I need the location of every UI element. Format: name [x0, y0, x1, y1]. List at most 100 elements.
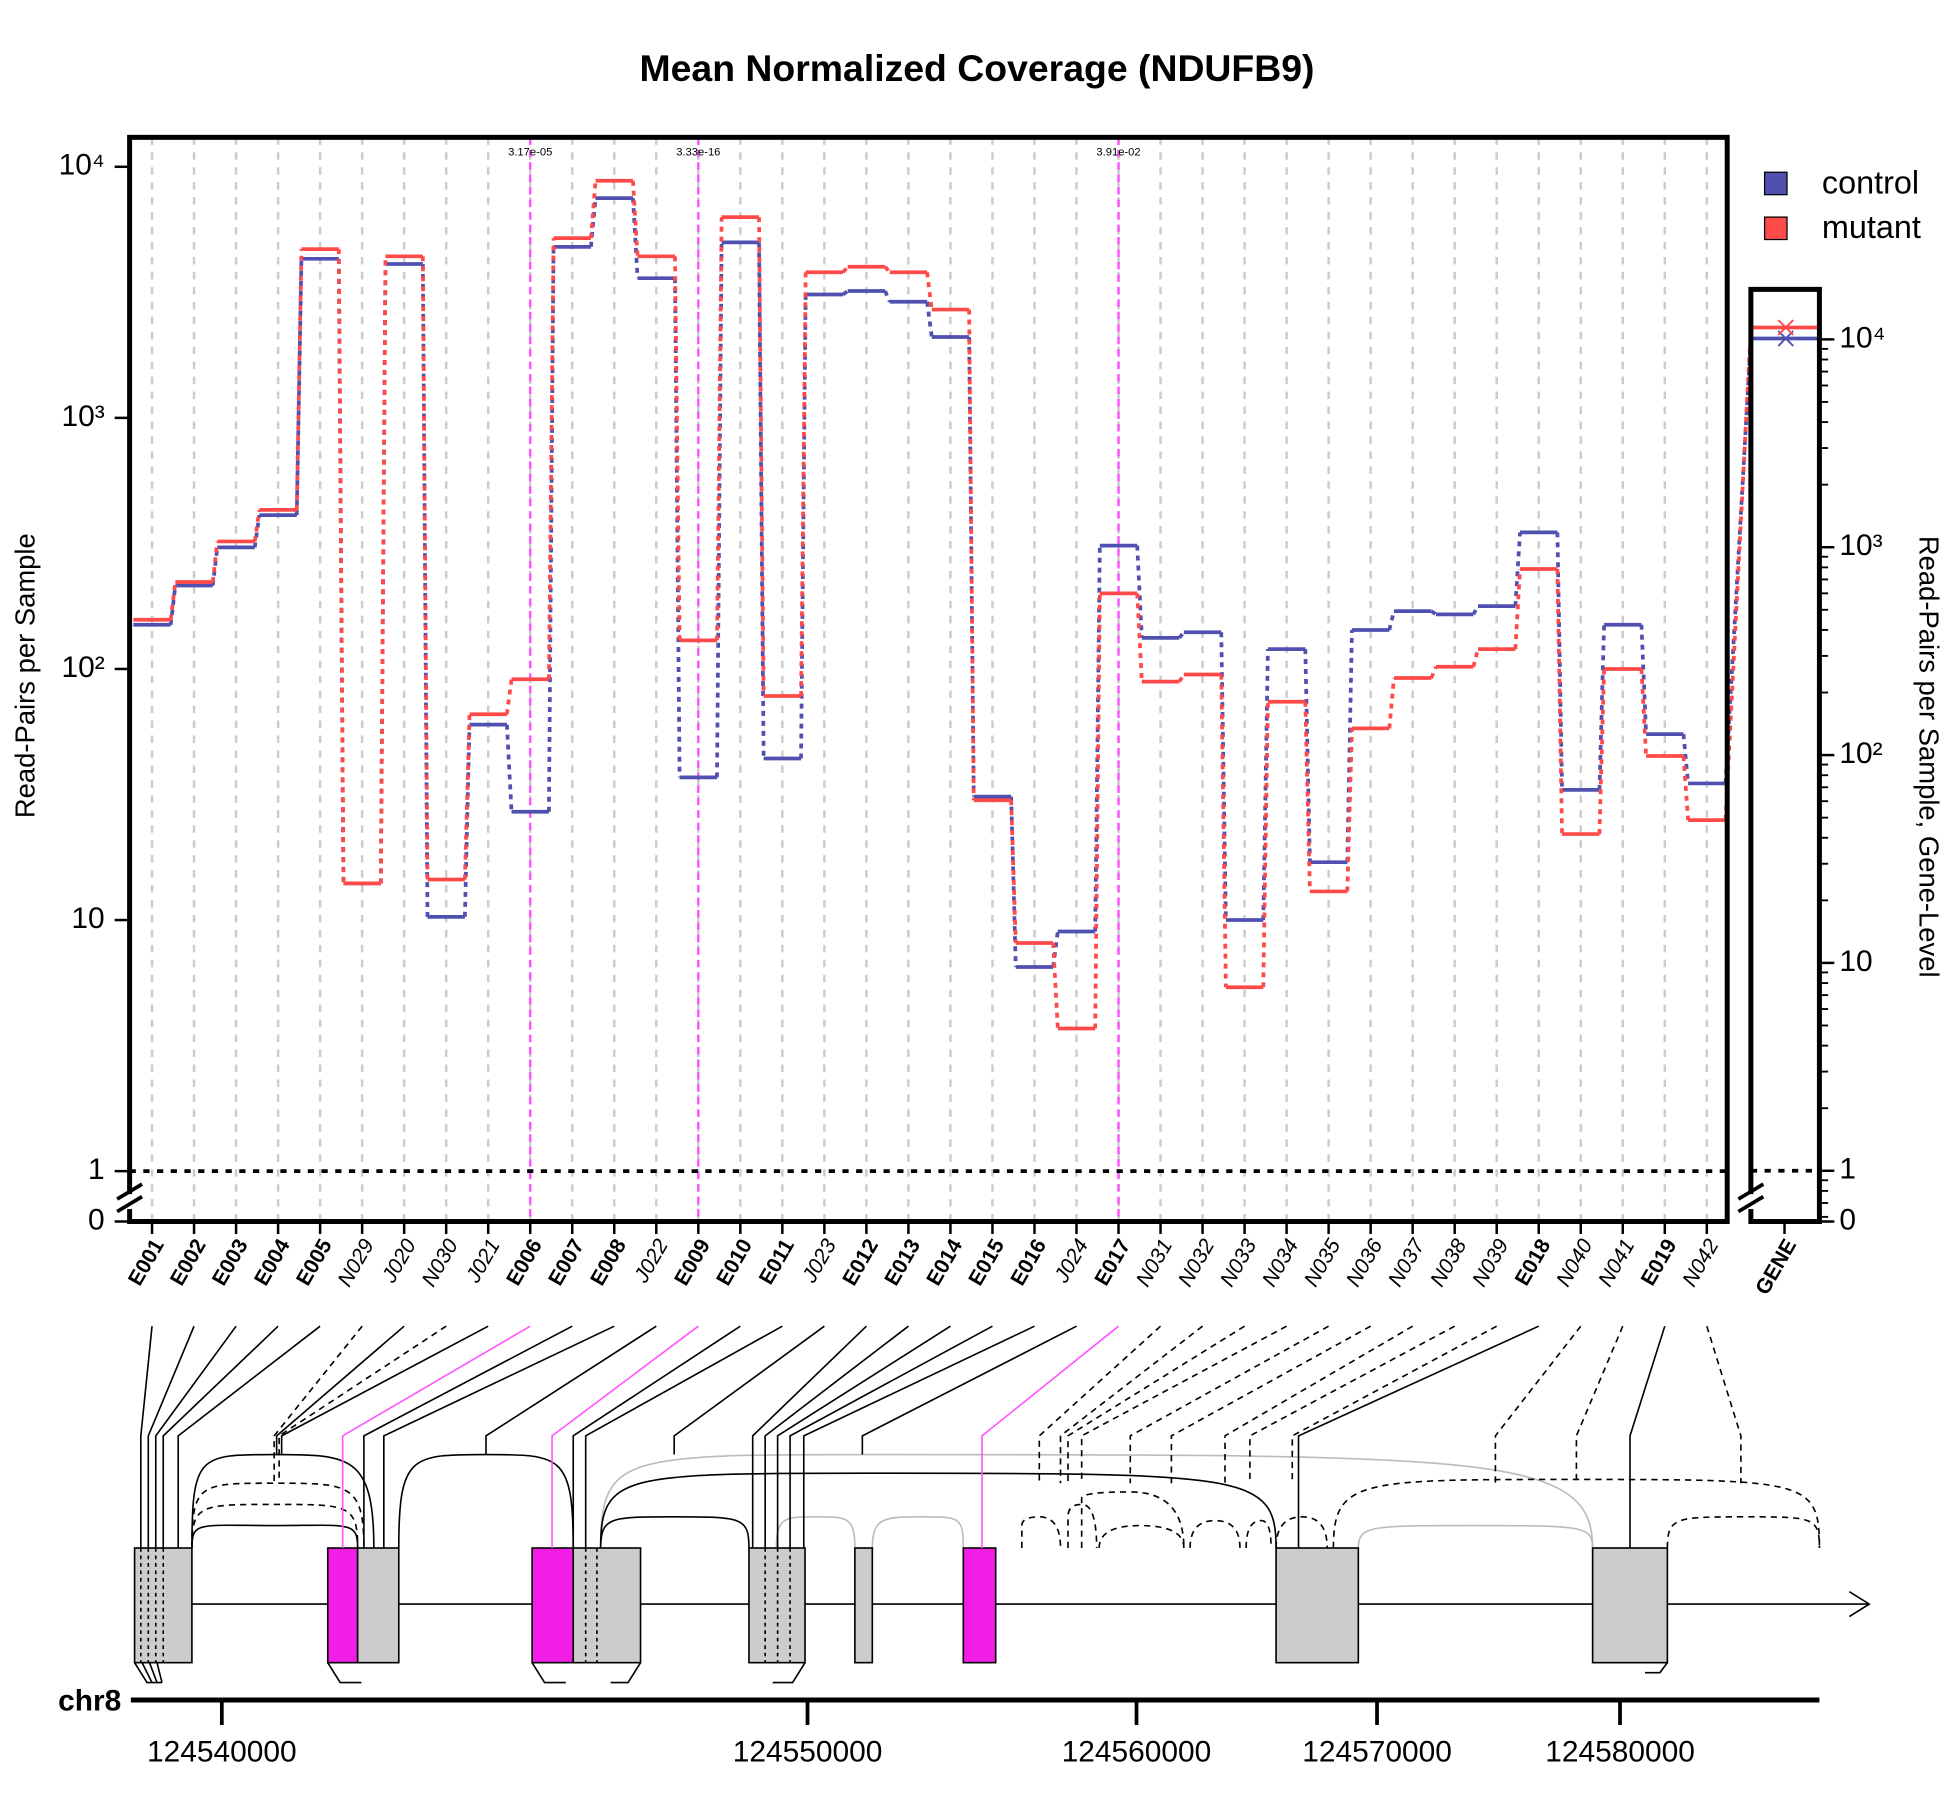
x-tick-label: E010	[712, 1235, 757, 1289]
step-connector	[757, 217, 766, 697]
step-connector	[589, 180, 598, 239]
legend-swatch	[1763, 171, 1788, 196]
step-connector	[294, 258, 304, 516]
axis-break	[1737, 1182, 1765, 1214]
step-connector	[378, 256, 388, 884]
step-connector	[1681, 733, 1690, 784]
step-connector	[1597, 624, 1606, 790]
x-tick-label: N036	[1342, 1235, 1387, 1291]
y2-tick-label: 0	[1839, 1203, 1856, 1236]
x-tick-label: N040	[1552, 1235, 1597, 1291]
feature-connector	[341, 1325, 531, 1549]
feature-connector	[147, 1325, 195, 1549]
junction-arc	[1357, 1524, 1594, 1549]
feature-connector	[572, 1325, 741, 1549]
step-connector	[1639, 668, 1648, 757]
genome-tick-label: 124550000	[733, 1736, 883, 1769]
step-connector	[1471, 605, 1480, 616]
step-connector	[1513, 532, 1522, 607]
feature-connector	[551, 1325, 699, 1549]
step-connector	[336, 249, 346, 884]
x-tick-label: N035	[1300, 1235, 1345, 1291]
x-tick-label: E001	[124, 1235, 169, 1290]
step-connector	[1177, 673, 1186, 683]
y-tick-label: 10³	[61, 400, 104, 433]
y2-tick-label: 1	[1839, 1153, 1856, 1186]
gene-model	[133, 1453, 1871, 1684]
x-tick-label: E014	[922, 1235, 967, 1290]
x-tick-label: N038	[1426, 1235, 1471, 1291]
feature-connector	[278, 1325, 447, 1484]
gene-marker	[1777, 319, 1794, 336]
x-tick-label: N030	[418, 1235, 463, 1291]
step-connector	[420, 256, 430, 880]
step-connector	[1387, 677, 1396, 729]
x-tick-label: GENE	[1751, 1235, 1801, 1298]
y-tick-label: 1	[88, 1153, 105, 1186]
gene-arrow	[1848, 1590, 1871, 1618]
step-connector	[1009, 800, 1018, 944]
feature-connector	[177, 1325, 321, 1549]
genome-tick-label: 124570000	[1302, 1736, 1452, 1769]
step-connector	[1219, 674, 1228, 988]
x-tick-label: E017	[1091, 1235, 1136, 1289]
step-connector	[1555, 569, 1564, 835]
exon-box	[133, 1547, 193, 1664]
exon-box	[356, 1547, 400, 1664]
x-tick-label: E012	[838, 1235, 883, 1289]
x-tick-label: J020	[377, 1235, 420, 1287]
feature-connector	[383, 1325, 615, 1549]
feature-connector	[140, 1326, 153, 1549]
step-connector	[1051, 942, 1060, 1029]
exon-box	[572, 1547, 642, 1664]
x-tick-label: N034	[1258, 1235, 1303, 1290]
feature-connector	[363, 1325, 573, 1549]
step-connector	[547, 238, 556, 680]
step-connector	[715, 217, 724, 641]
step-connector	[210, 541, 220, 583]
x-tick-label: E009	[670, 1235, 715, 1289]
junction-arc	[191, 1482, 365, 1549]
annotation: 3.33e-16	[676, 146, 720, 158]
step-connector	[1093, 593, 1102, 1029]
junction-arc	[397, 1453, 575, 1549]
x-tick-label: N032	[1174, 1235, 1219, 1291]
feature-connector	[802, 1325, 1035, 1549]
y-tick-label: 10⁴	[59, 149, 105, 182]
x-tick-label: E018	[1511, 1235, 1556, 1290]
junction-arc	[871, 1516, 965, 1549]
step-connector	[294, 249, 304, 510]
step-connector	[168, 585, 178, 625]
step-connector	[1009, 796, 1018, 968]
x-tick-label: E002	[166, 1235, 211, 1289]
legend-label: mutant	[1822, 209, 1921, 245]
exon-box	[531, 1547, 575, 1664]
feature-connector	[273, 1325, 363, 1484]
genome-axis-label: chr8	[58, 1684, 121, 1717]
x-tick-label: E003	[208, 1235, 253, 1290]
step-connector	[463, 714, 472, 880]
annotation: 3.91e-02	[1096, 146, 1140, 158]
step-connector	[1681, 755, 1690, 821]
feature-connector	[1170, 1325, 1372, 1484]
step-connector	[1177, 631, 1186, 640]
x-tick-label: N031	[1132, 1235, 1177, 1290]
step-connector	[631, 198, 640, 279]
y2-tick-label: 10	[1839, 945, 1872, 978]
x-tick-label: E007	[544, 1235, 589, 1289]
feature-connector	[1038, 1325, 1162, 1484]
feature-connector	[981, 1325, 1120, 1549]
feature-connector	[1129, 1325, 1330, 1484]
step-connector	[925, 272, 934, 310]
feature-connector	[1059, 1325, 1204, 1484]
feature-connector	[280, 1325, 489, 1455]
feature-connector	[1575, 1325, 1624, 1484]
step-connector	[1471, 648, 1480, 668]
feature-connector	[162, 1325, 279, 1549]
step-connector	[799, 272, 808, 697]
x-tick-label: N042	[1678, 1235, 1723, 1291]
axis-break	[116, 1182, 144, 1214]
x-tick-label: E013	[880, 1235, 925, 1290]
feature-connector	[1291, 1325, 1498, 1484]
y2-axis-label: Read-Pairs per Sample, Gene-Level	[1913, 536, 1944, 978]
